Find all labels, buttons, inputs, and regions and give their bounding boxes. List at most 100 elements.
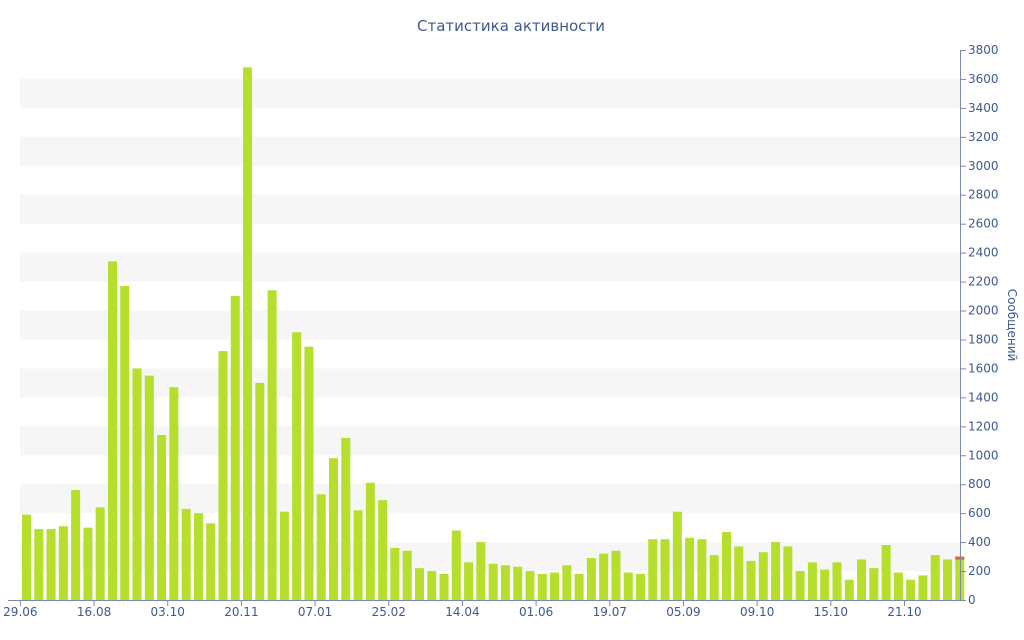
y-tick-label: 2200 [968,275,999,289]
y-tick-label: 2800 [968,188,999,202]
bar [672,511,682,600]
bar [22,514,31,600]
grid-band [20,194,960,224]
bar [390,547,400,600]
bar [71,490,81,600]
y-tick-label: 400 [968,535,991,549]
bar [685,537,695,600]
bar [34,529,44,600]
bar [795,571,805,600]
x-tick-label: 21.10 [887,605,921,619]
x-tick-label: 19.07 [593,605,627,619]
bar [144,375,154,600]
bar [120,285,130,600]
bar [893,572,903,600]
bar [758,552,768,600]
bar [476,542,486,600]
y-tick-label: 2000 [968,304,999,318]
bar [439,573,449,600]
y-axis: 0 200 400 600 800 1000 1200 1400 1600 1800 2000 220… [960,43,999,607]
bar [181,508,191,600]
grid-band [20,310,960,340]
y-tick-label: 1600 [968,361,999,375]
bar [574,573,584,600]
bar [341,437,351,600]
bar [353,510,363,600]
bar [807,562,817,600]
bar [930,555,940,600]
bar [58,526,68,600]
bar [771,542,781,600]
y-tick-label: 800 [968,477,991,491]
bar [451,530,461,600]
bar [697,539,707,600]
x-tick-label: 29.06 [3,605,37,619]
bar [316,494,326,600]
x-tick-label: 01.06 [519,605,553,619]
bar [623,572,633,600]
y-tick-label: 600 [968,506,991,520]
bar [943,559,952,600]
bar [857,559,867,600]
bar [206,523,216,600]
bar [279,511,289,600]
bar-highlight [955,556,965,560]
y-tick-label: 1000 [968,448,999,462]
y-tick-label: 3600 [968,72,999,86]
bar [500,565,510,600]
x-tick-label: 16.08 [77,605,111,619]
bar [734,546,744,600]
y-tick-label: 200 [968,564,991,578]
bar [83,527,93,600]
bar [157,435,167,600]
grid-band [20,252,960,282]
bars [22,67,965,601]
bar [414,568,424,600]
bar [881,545,891,600]
chart-title: Статистика активности [417,17,605,35]
bar [132,368,142,600]
bar [402,550,412,600]
bar [562,565,572,600]
bar [193,513,203,600]
bar [709,555,719,600]
bar [844,579,854,600]
y-tick-label: 3200 [968,130,999,144]
bar [329,458,338,600]
x-tick-label: 09.10 [740,605,774,619]
bar [464,562,474,600]
grid-band [20,368,960,398]
bar [365,482,375,600]
bar [525,571,535,600]
bar [869,568,879,600]
grid-band [20,136,960,166]
bar [746,560,756,600]
y-tick-label: 3400 [968,101,999,115]
y-tick-label: 1800 [968,332,999,346]
bar [783,546,793,600]
y-tick-label: 1400 [968,390,999,404]
bar [918,575,928,600]
bar [255,382,265,600]
x-tick-label: 14.04 [445,605,479,619]
bar [218,351,228,600]
bar [243,67,253,601]
grid-bands [20,78,960,572]
y-tick-label: 3000 [968,159,999,173]
bar [660,539,670,600]
y-tick-label: 2400 [968,246,999,260]
y-tick-label: 3800 [968,43,999,57]
x-tick-label: 05.09 [666,605,700,619]
bar [586,558,596,600]
x-tick-label: 03.10 [151,605,185,619]
bar [537,573,547,600]
bar [95,507,105,600]
x-tick-label: 07.01 [298,605,332,619]
bar [513,566,523,600]
bar [267,290,277,600]
bar [378,500,388,600]
bar [550,572,560,600]
bar [292,332,302,600]
y-axis-label: Сообщений [1005,289,1019,362]
